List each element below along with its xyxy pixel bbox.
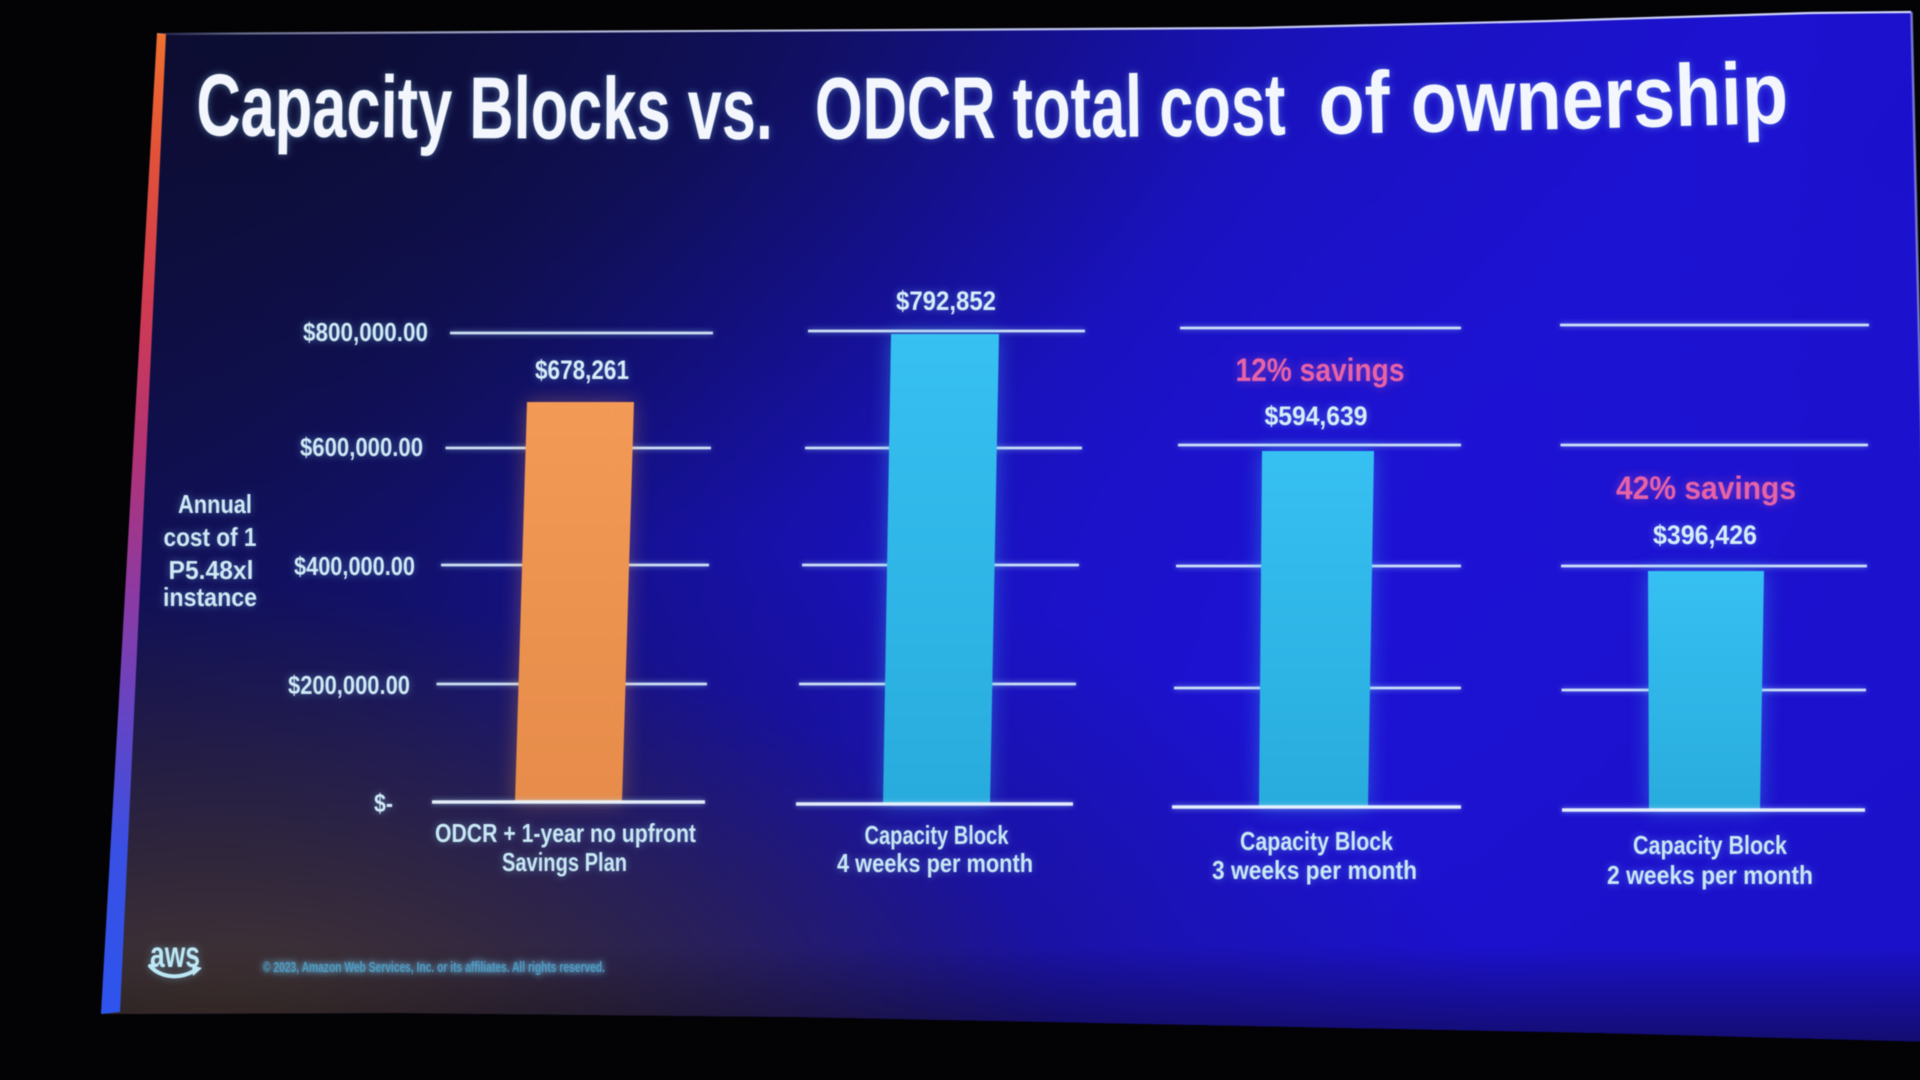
svg-text:cost of 1: cost of 1 [164,522,257,552]
svg-text:$396,426: $396,426 [1653,520,1757,550]
svg-text:© 2023, Amazon Web Services, I: © 2023, Amazon Web Services, Inc. or its… [263,959,605,976]
svg-text:P5.48xl: P5.48xl [169,555,254,585]
svg-text:$678,261: $678,261 [535,355,629,385]
svg-text:aws: aws [150,934,200,975]
svg-text:Capacity Block: Capacity Block [1633,830,1787,860]
svg-text:42% savings: 42% savings [1616,470,1796,506]
svg-text:2 weeks per month: 2 weeks per month [1607,860,1813,890]
svg-text:$800,000.00: $800,000.00 [303,317,428,347]
svg-text:of ownership: of ownership [1318,43,1790,153]
svg-text:$594,639: $594,639 [1265,401,1368,431]
svg-text:12% savings: 12% savings [1236,352,1405,388]
svg-text:$600,000.00: $600,000.00 [300,432,423,462]
svg-text:$200,000.00: $200,000.00 [288,670,410,700]
svg-text:Capacity Block: Capacity Block [1240,826,1393,856]
svg-text:4 weeks per month: 4 weeks per month [837,848,1033,878]
svg-text:Annual: Annual [178,489,252,519]
svg-text:instance: instance [163,582,257,612]
svg-text:Capacity Block: Capacity Block [865,820,1009,850]
svg-text:3 weeks per month: 3 weeks per month [1212,855,1417,885]
svg-text:Capacity Blocks vs.: Capacity Blocks vs. [196,55,773,158]
svg-text:$400,000.00: $400,000.00 [294,551,415,581]
svg-text:ODCR + 1-year no upfront: ODCR + 1-year no upfront [435,818,696,848]
svg-text:$-: $- [374,788,393,818]
svg-text:Savings Plan: Savings Plan [502,847,627,877]
svg-text:$792,852: $792,852 [896,286,996,316]
svg-text:ODCR total cost: ODCR total cost [815,55,1287,158]
